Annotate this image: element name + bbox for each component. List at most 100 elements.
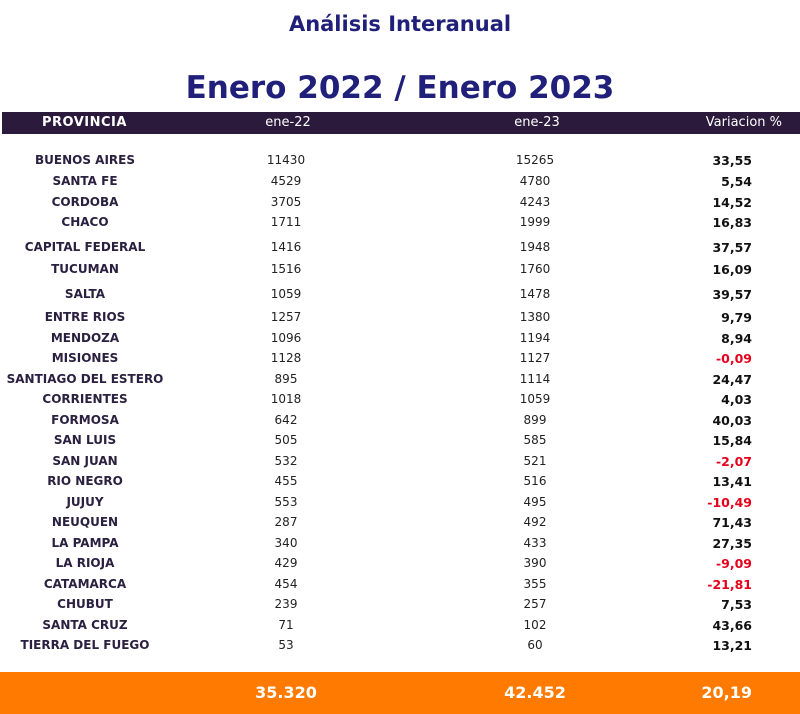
table-row: LA RIOJA 429 390 -9,09 <box>0 556 800 574</box>
value-variacion: 27,35 <box>712 536 752 551</box>
table-row: TIERRA DEL FUEGO 53 60 13,21 <box>0 638 800 656</box>
value-ene22: 11430 <box>266 153 306 167</box>
value-ene22: 553 <box>274 495 298 509</box>
value-ene22: 340 <box>274 536 298 550</box>
table-row: CHUBUT 239 257 7,53 <box>0 597 800 615</box>
value-ene23: 1059 <box>519 392 551 406</box>
province-name: SAN LUIS <box>53 433 117 447</box>
table-row: RIO NEGRO 455 516 13,41 <box>0 474 800 492</box>
value-ene22: 1711 <box>270 215 302 229</box>
table-row: CORRIENTES 1018 1059 4,03 <box>0 392 800 410</box>
value-variacion: 4,03 <box>721 392 752 407</box>
value-ene23: 102 <box>523 618 547 632</box>
value-ene23: 899 <box>523 413 547 427</box>
table-row: SANTA CRUZ 71 102 43,66 <box>0 618 800 636</box>
province-name: MISIONES <box>51 351 119 365</box>
value-ene23: 1948 <box>519 240 551 254</box>
value-ene23: 521 <box>523 454 547 468</box>
value-ene23: 516 <box>523 474 547 488</box>
value-ene22: 1516 <box>270 262 302 276</box>
table-row: NEUQUEN 287 492 71,43 <box>0 515 800 533</box>
province-name: SALTA <box>64 287 106 301</box>
table-row: JUJUY 553 495 -10,49 <box>0 495 800 513</box>
table-row: SAN LUIS 505 585 15,84 <box>0 433 800 451</box>
province-name: SAN JUAN <box>52 454 118 468</box>
value-ene23: 257 <box>523 597 547 611</box>
value-variacion: 14,52 <box>712 195 752 210</box>
table-row: SANTA FE 4529 4780 5,54 <box>0 174 800 192</box>
province-name: SANTA FE <box>52 174 118 188</box>
value-ene23: 4780 <box>519 174 551 188</box>
table-row: SANTIAGO DEL ESTERO 895 1114 24,47 <box>0 372 800 390</box>
value-ene23: 1478 <box>519 287 551 301</box>
value-ene22: 1096 <box>270 331 302 345</box>
table-row: LA PAMPA 340 433 27,35 <box>0 536 800 554</box>
value-ene23: 1114 <box>519 372 551 386</box>
province-name: CAPITAL FEDERAL <box>24 240 146 254</box>
province-name: BUENOS AIRES <box>35 153 135 167</box>
report-subtitle: Análisis Interanual <box>288 12 512 36</box>
value-ene23: 585 <box>523 433 547 447</box>
report-title: Enero 2022 / Enero 2023 <box>185 70 615 106</box>
column-header-ene23: ene-23 <box>514 115 560 130</box>
table-row: CAPITAL FEDERAL 1416 1948 37,57 <box>0 240 800 258</box>
province-name: CORRIENTES <box>42 392 128 406</box>
value-variacion: 5,54 <box>721 174 752 189</box>
table-row: BUENOS AIRES 11430 15265 33,55 <box>0 153 800 171</box>
table-row: FORMOSA 642 899 40,03 <box>0 413 800 431</box>
value-variacion: -21,81 <box>707 577 752 592</box>
province-name: NEUQUEN <box>51 515 119 529</box>
value-ene22: 429 <box>274 556 298 570</box>
value-variacion: 37,57 <box>712 240 752 255</box>
value-variacion: 8,94 <box>721 331 752 346</box>
table-row: SALTA 1059 1478 39,57 <box>0 287 800 305</box>
province-name: RIO NEGRO <box>47 474 123 488</box>
province-name: CHUBUT <box>57 597 113 611</box>
value-ene23: 492 <box>523 515 547 529</box>
province-name: CATAMARCA <box>43 577 127 591</box>
value-variacion: -9,09 <box>715 556 752 571</box>
value-ene22: 1059 <box>270 287 302 301</box>
value-ene23: 390 <box>523 556 547 570</box>
province-name: SANTIAGO DEL ESTERO <box>6 372 164 386</box>
value-variacion: -2,07 <box>715 454 752 469</box>
value-ene23: 15265 <box>515 153 555 167</box>
value-variacion: -0,09 <box>715 351 752 366</box>
value-ene23: 495 <box>523 495 547 509</box>
table-row: ENTRE RIOS 1257 1380 9,79 <box>0 310 800 328</box>
value-ene23: 1380 <box>519 310 551 324</box>
total-ene22: 35.320 <box>255 683 317 702</box>
column-header-ene22: ene-22 <box>265 115 311 130</box>
table-row: MISIONES 1128 1127 -0,09 <box>0 351 800 369</box>
value-ene22: 1416 <box>270 240 302 254</box>
value-ene23: 433 <box>523 536 547 550</box>
column-header-provincia: PROVINCIA <box>42 115 127 130</box>
value-ene22: 239 <box>274 597 298 611</box>
value-ene23: 1999 <box>519 215 551 229</box>
value-variacion: 39,57 <box>712 287 752 302</box>
value-ene22: 1128 <box>270 351 302 365</box>
value-ene23: 355 <box>523 577 547 591</box>
value-ene23: 1760 <box>519 262 551 276</box>
value-variacion: 16,83 <box>712 215 752 230</box>
table-header: PROVINCIA ene-22 ene-23 Variacion % <box>2 112 800 134</box>
value-variacion: 7,53 <box>721 597 752 612</box>
value-ene22: 454 <box>274 577 298 591</box>
province-name: SANTA CRUZ <box>42 618 128 632</box>
value-ene23: 1127 <box>519 351 551 365</box>
value-ene23: 4243 <box>519 195 551 209</box>
value-ene22: 505 <box>274 433 298 447</box>
province-name: ENTRE RIOS <box>44 310 126 324</box>
table-row: CHACO 1711 1999 16,83 <box>0 215 800 233</box>
value-variacion: 9,79 <box>721 310 752 325</box>
table-row: SAN JUAN 532 521 -2,07 <box>0 454 800 472</box>
table-row: CORDOBA 3705 4243 14,52 <box>0 195 800 213</box>
value-ene22: 1018 <box>270 392 302 406</box>
province-name: FORMOSA <box>51 413 119 427</box>
value-ene22: 3705 <box>270 195 302 209</box>
value-variacion: 43,66 <box>712 618 752 633</box>
value-ene22: 53 <box>278 638 294 652</box>
table-row: CATAMARCA 454 355 -21,81 <box>0 577 800 595</box>
value-ene22: 895 <box>274 372 298 386</box>
value-ene22: 71 <box>278 618 294 632</box>
